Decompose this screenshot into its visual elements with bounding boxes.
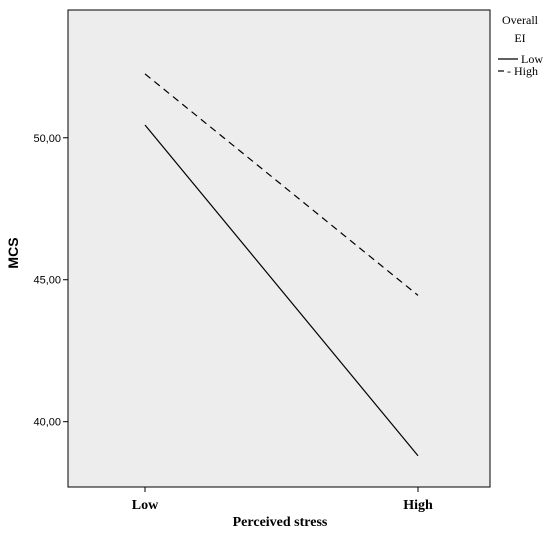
x-axis: Low High [132, 487, 433, 513]
y-axis-title: MCS [5, 237, 21, 268]
legend-title-line-2: EI [514, 31, 525, 45]
legend-label-low: Low [521, 52, 543, 66]
y-tick-label: 45,00 [33, 275, 61, 287]
legend: Overall EI Low - High [498, 13, 543, 78]
series-line-high [144, 73, 419, 296]
x-axis-title: Perceived stress [233, 515, 328, 530]
x-tick-label: High [403, 498, 433, 513]
legend-label-high: - High [507, 64, 538, 78]
x-tick-label: Low [132, 498, 159, 513]
y-tick-label: 50,00 [33, 133, 61, 145]
legend-title-line-1: Overall [502, 13, 539, 27]
y-axis: 40,00 45,00 50,00 [33, 133, 68, 429]
y-tick-label: 40,00 [33, 417, 61, 429]
series-group [144, 73, 419, 457]
plot-area [67, 9, 491, 488]
series-line-low [144, 124, 419, 457]
